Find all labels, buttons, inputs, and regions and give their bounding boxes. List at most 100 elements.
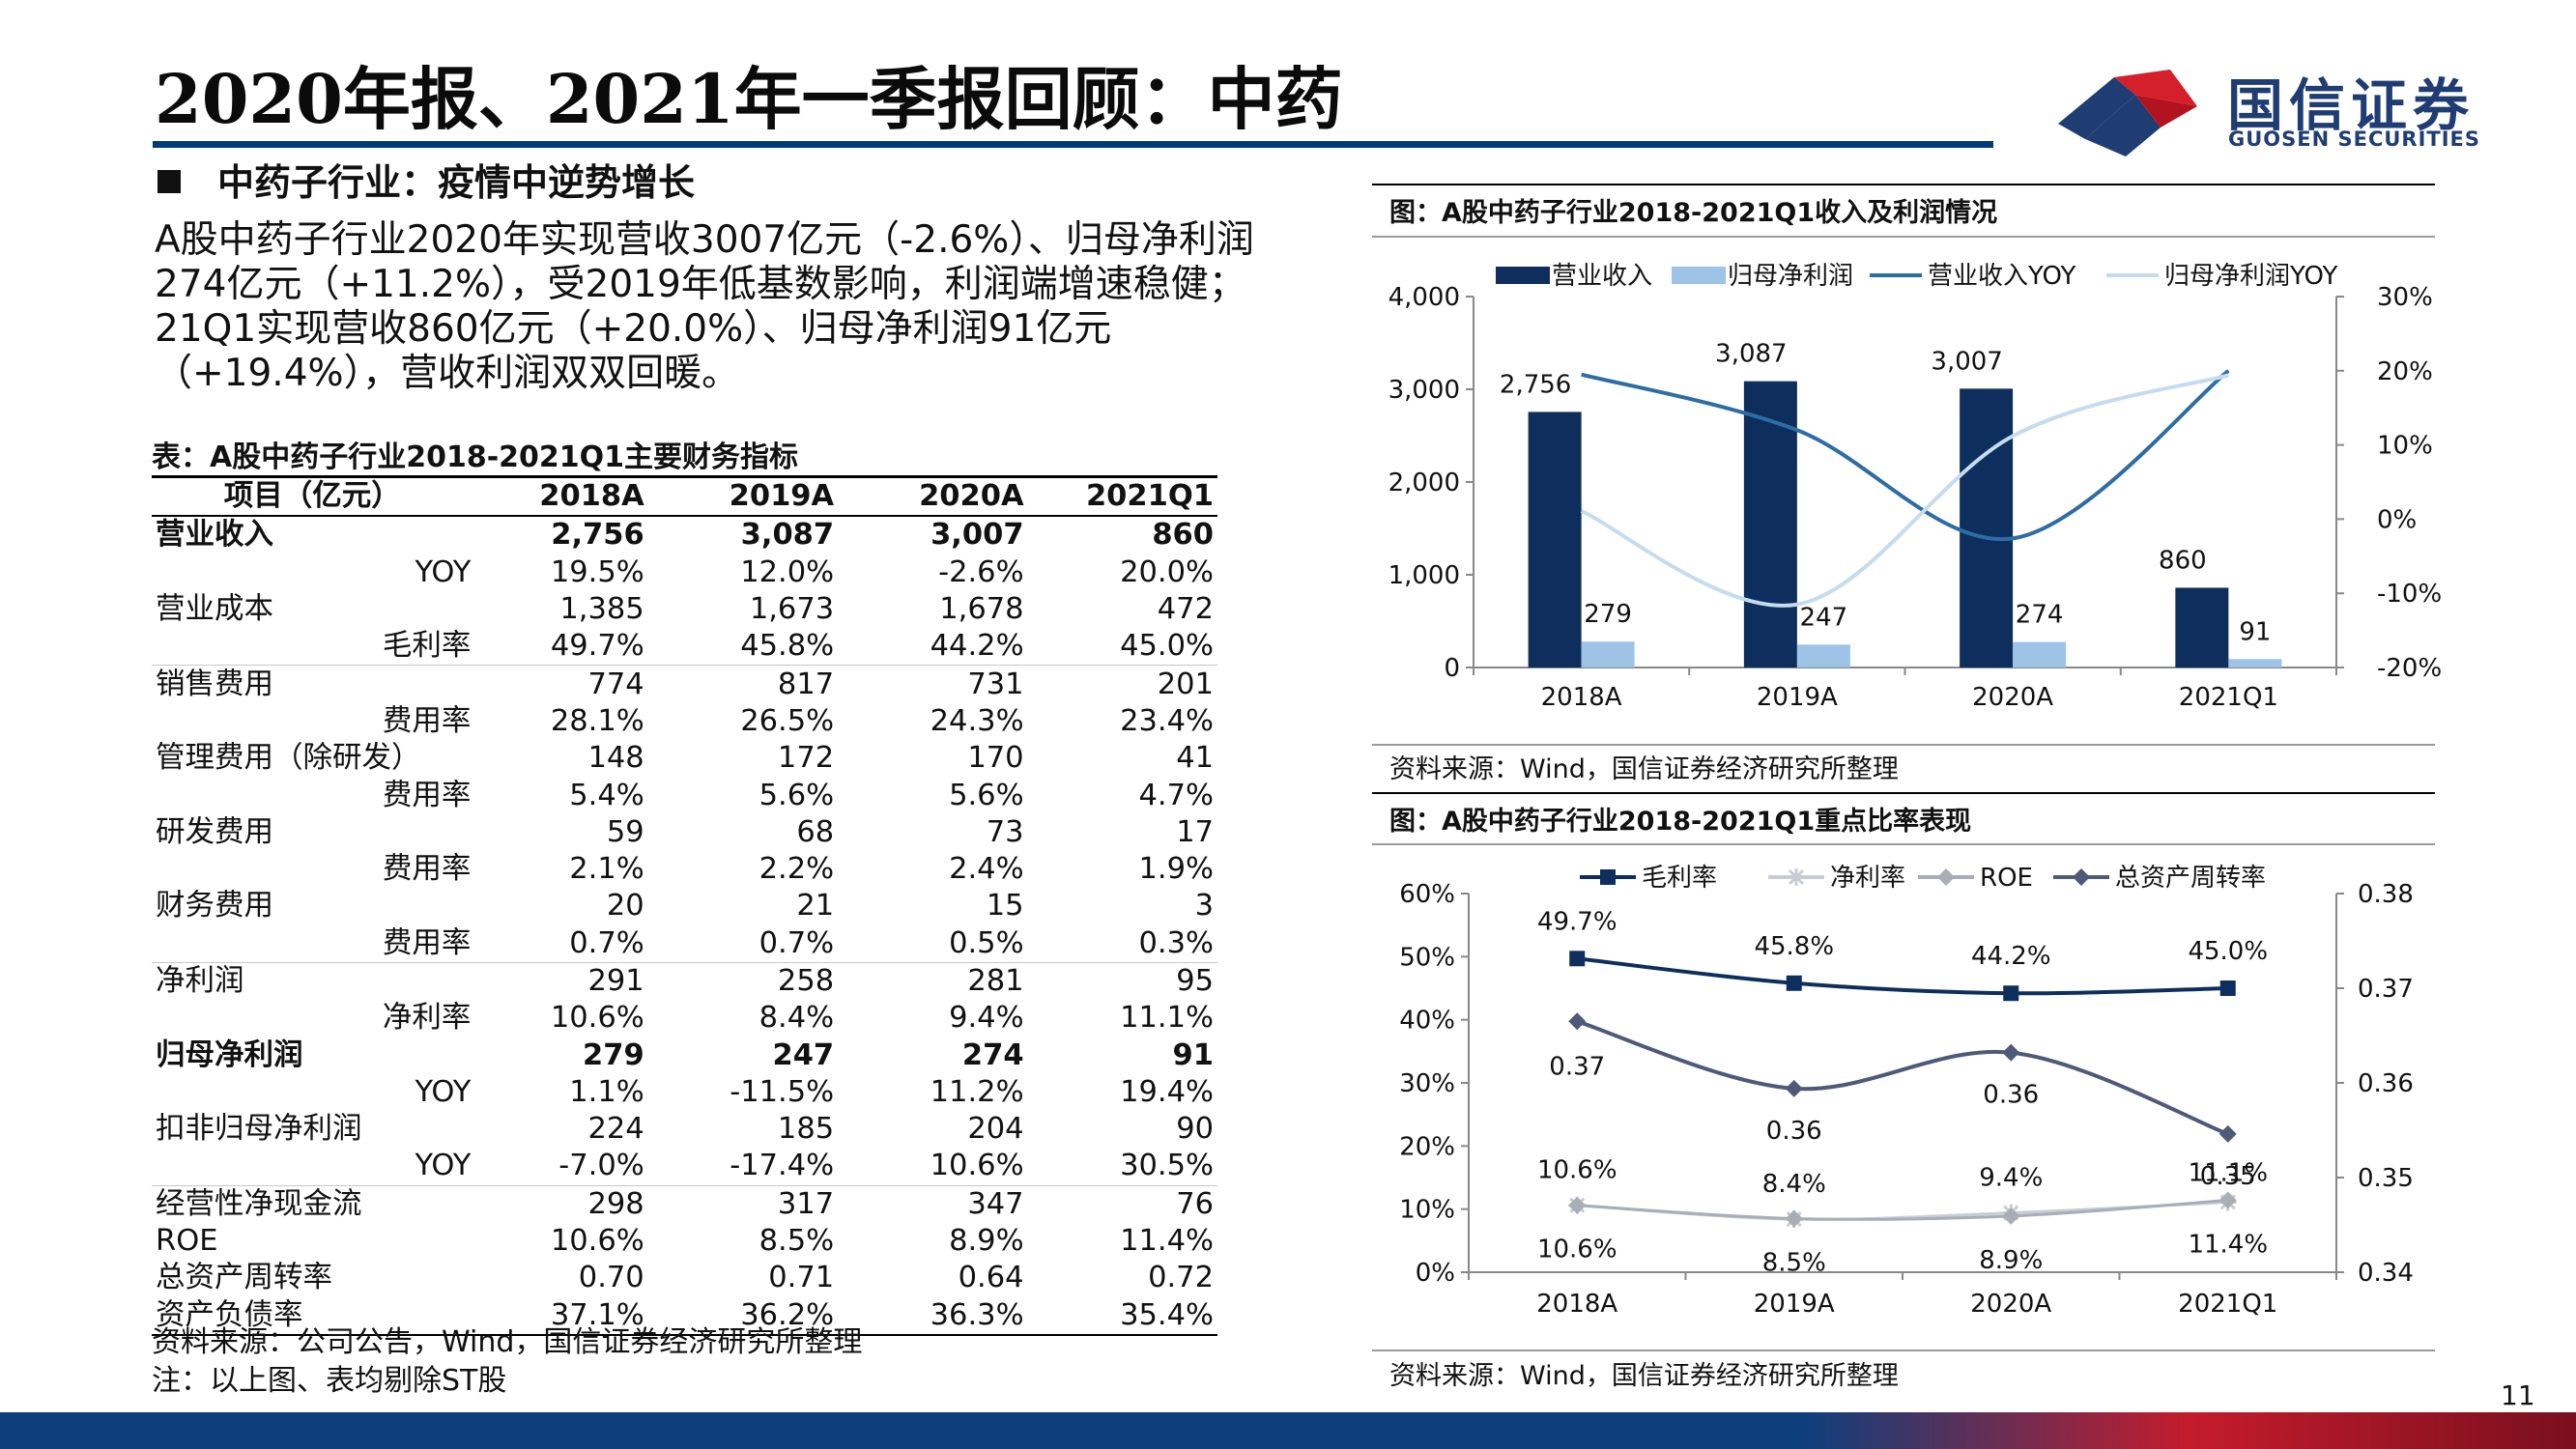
intro-line: 274亿元（+11.2%），受2019年低基数影响，利润端增速稳健； — [155, 263, 1246, 306]
ratio-chart: 0% 10% 20% 30% 40% 50% 60% 0.34 0.35 0.36 0.37 0.38… — [1399, 864, 2414, 1319]
table-row: YOY 1.1% -11.5% 11.2% 19.4% — [152, 1074, 1217, 1111]
row-label: YOY — [415, 554, 472, 589]
table-cell: 19.4% — [1120, 1074, 1214, 1109]
row-label: 总资产周转率 — [156, 1261, 332, 1295]
row-label: 研发费用 — [156, 814, 273, 849]
y-right-tick-label: 20% — [2377, 357, 2433, 386]
table-cell: 11.4% — [1120, 1224, 1214, 1259]
line-roe — [1577, 1199, 2228, 1221]
y-right-tick-label: 0% — [2377, 505, 2417, 534]
bar-net-profit — [1581, 641, 1635, 668]
legend-marker — [1600, 869, 1616, 885]
bar-revenue — [2175, 587, 2229, 668]
table-cell: 201 — [1027, 665, 1217, 703]
table-row: 净利润 291 258 281 95 — [152, 961, 1217, 1001]
table-header-cell: 项目（亿元） — [152, 475, 473, 518]
legend-marker — [1937, 868, 1955, 886]
table-cell: 21 — [796, 889, 835, 923]
bar-net-profit — [2228, 659, 2282, 668]
table-cell: 4.7% — [1138, 778, 1215, 812]
table-cell: -11.5% — [730, 1074, 835, 1109]
table-cell: 860 — [1152, 518, 1214, 553]
bar-data-label: 2,756 — [1500, 370, 1571, 399]
bar-data-label: 860 — [2159, 546, 2207, 575]
data-marker — [2218, 1124, 2237, 1143]
point-data-label: 49.7% — [1537, 907, 1617, 936]
square-bullet-icon — [157, 170, 181, 193]
table-row: 扣非归母净利润 224 185 204 90 — [152, 1111, 1217, 1148]
row-label: 营业收入 — [156, 518, 273, 553]
row-label: 资产负债率 — [152, 1296, 473, 1336]
table-row: 研发费用 59 68 73 17 — [152, 814, 1217, 851]
data-marker — [1568, 1196, 1587, 1214]
table-cell: 3,007 — [930, 518, 1024, 553]
y-left-tick-label: 20% — [1399, 1132, 1455, 1161]
y-left-tick-label: 0% — [1416, 1259, 1455, 1288]
point-data-label: 9.4% — [1979, 1164, 2043, 1193]
intro-line: A股中药子行业2020年实现营收3007亿元（-2.6%）、归母净利润 — [155, 218, 1254, 262]
table-cell: 8.4% — [758, 1001, 835, 1036]
revenue-profit-chart: 0 1,000 2,000 3,000 4,000 -20% -10% 0% 10% 20% 30%… — [1388, 262, 2443, 712]
table-cell: 1,678 — [939, 592, 1024, 627]
table-caption: 表：A股中药子行业2018-2021Q1主要财务指标 — [152, 440, 799, 474]
table-cell: 2.1% — [569, 852, 644, 887]
table-cell: 19.5% — [550, 554, 644, 589]
row-label: YOY — [415, 1074, 472, 1109]
point-data-label: 0.35 — [2200, 1162, 2256, 1191]
table-row: YOY -7.0% -17.4% 10.6% 30.5% — [152, 1148, 1217, 1185]
table-cell: 0.64 — [958, 1261, 1024, 1295]
table-cell: 68 — [796, 814, 835, 849]
table-cell: 20.0% — [1120, 554, 1214, 589]
table-cell: 76 — [1027, 1184, 1217, 1223]
table-row: 财务费用 20 21 15 3 — [152, 888, 1217, 924]
table-cell: 8.5% — [758, 1224, 835, 1259]
table-cell: 15 — [986, 889, 1024, 923]
y-left-tick-label: 50% — [1399, 943, 1455, 972]
legend-marker — [2073, 868, 2090, 886]
table-cell: 91 — [1172, 1037, 1214, 1072]
point-data-label: 8.9% — [1979, 1246, 2043, 1275]
table-cell: 36.3% — [838, 1296, 1028, 1336]
point-data-label: 8.5% — [1762, 1248, 1826, 1277]
table-cell: 26.5% — [740, 703, 835, 738]
table-cell: 1.9% — [1138, 852, 1215, 887]
table-cell: 11.2% — [930, 1074, 1024, 1109]
table-header-row: 项目（亿元） 2018A 2019A 2020A 2021Q1 — [152, 475, 1217, 518]
x-tick-label: 2021Q1 — [2179, 683, 2278, 712]
data-marker — [1568, 1012, 1587, 1031]
line-asset-turnover — [1576, 1019, 2229, 1136]
logo-name: 国信证券 — [2227, 72, 2476, 138]
figure2-source: 资料来源：Wind，国信证券经济研究所整理 — [1389, 1361, 1899, 1391]
row-label: 营业成本 — [156, 592, 273, 627]
legend-label: 净利率 — [1830, 864, 1905, 893]
table-cell: 28.1% — [550, 703, 644, 738]
legend-swatch — [1672, 267, 1726, 284]
figure2-bottom-rule — [1372, 1350, 2435, 1351]
table-cell: 10.6% — [550, 1224, 644, 1259]
table-cell: 17 — [1176, 814, 1214, 849]
x-tick-label: 2018A — [1541, 683, 1622, 712]
row-label: YOY — [415, 1149, 472, 1183]
table-row: 总资产周转率 0.70 0.71 0.64 0.72 — [152, 1260, 1217, 1296]
table-row: 费用率 28.1% 26.5% 24.3% 23.4% — [152, 703, 1217, 740]
y-right-tick-label: 0.37 — [2358, 975, 2414, 1004]
point-data-label: 0.36 — [1766, 1117, 1822, 1146]
table-cell: 0.3% — [1138, 925, 1215, 960]
figure1-top-rule — [1372, 184, 2435, 185]
table-header-cell: 2020A — [838, 475, 1028, 518]
table-header-cell: 2021Q1 — [1027, 475, 1217, 518]
row-label: 销售费用 — [152, 665, 473, 703]
line-gross-margin — [1577, 956, 2228, 996]
table-cell: 73 — [986, 814, 1024, 849]
table-row: 毛利率 49.7% 45.8% 44.2% 45.0% — [152, 628, 1217, 666]
row-label: 费用率 — [382, 925, 472, 960]
intro-line: 21Q1实现营收860亿元（+20.0%）、归母净利润91亿元 — [155, 307, 1112, 351]
table-cell: 1,673 — [749, 592, 835, 627]
y-right-tick-label: -20% — [2377, 654, 2442, 683]
row-label: 扣非归母净利润 — [156, 1112, 362, 1147]
table-cell: 0.5% — [949, 925, 1024, 960]
table-cell: 9.4% — [949, 1001, 1024, 1036]
row-label: 净利率 — [382, 1001, 472, 1036]
figure2-title-rule — [1372, 843, 2435, 845]
point-data-label: 0.37 — [1549, 1052, 1605, 1081]
